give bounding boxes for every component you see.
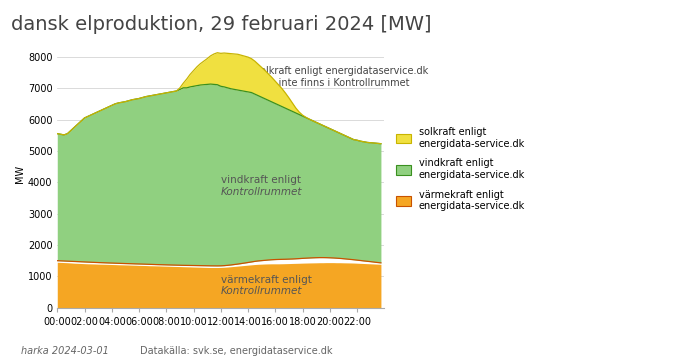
Y-axis label: MW: MW — [15, 165, 25, 183]
Title: dansk elproduktion, 29 februari 2024 [MW]: dansk elproduktion, 29 februari 2024 [MW… — [10, 15, 431, 34]
Text: Kontrollrummet: Kontrollrummet — [220, 187, 302, 197]
Text: vindkraft enligt: vindkraft enligt — [220, 176, 301, 185]
Text: Kontrollrummet: Kontrollrummet — [220, 287, 302, 297]
Text: Datakälla: svk.se, energidataservice.dk: Datakälla: svk.se, energidataservice.dk — [140, 346, 332, 356]
Text: värmekraft enligt: värmekraft enligt — [220, 275, 312, 285]
Text: harka 2024-03-01: harka 2024-03-01 — [21, 346, 109, 356]
Text: solkraft enligt energidataservice.dk
som inte finns i Kontrollrummet: solkraft enligt energidataservice.dk som… — [216, 66, 428, 88]
Legend: solkraft enligt
energidata­service.dk, vindkraft enligt
energidata­service.dk, v: solkraft enligt energidata­service.dk, v… — [393, 123, 528, 215]
